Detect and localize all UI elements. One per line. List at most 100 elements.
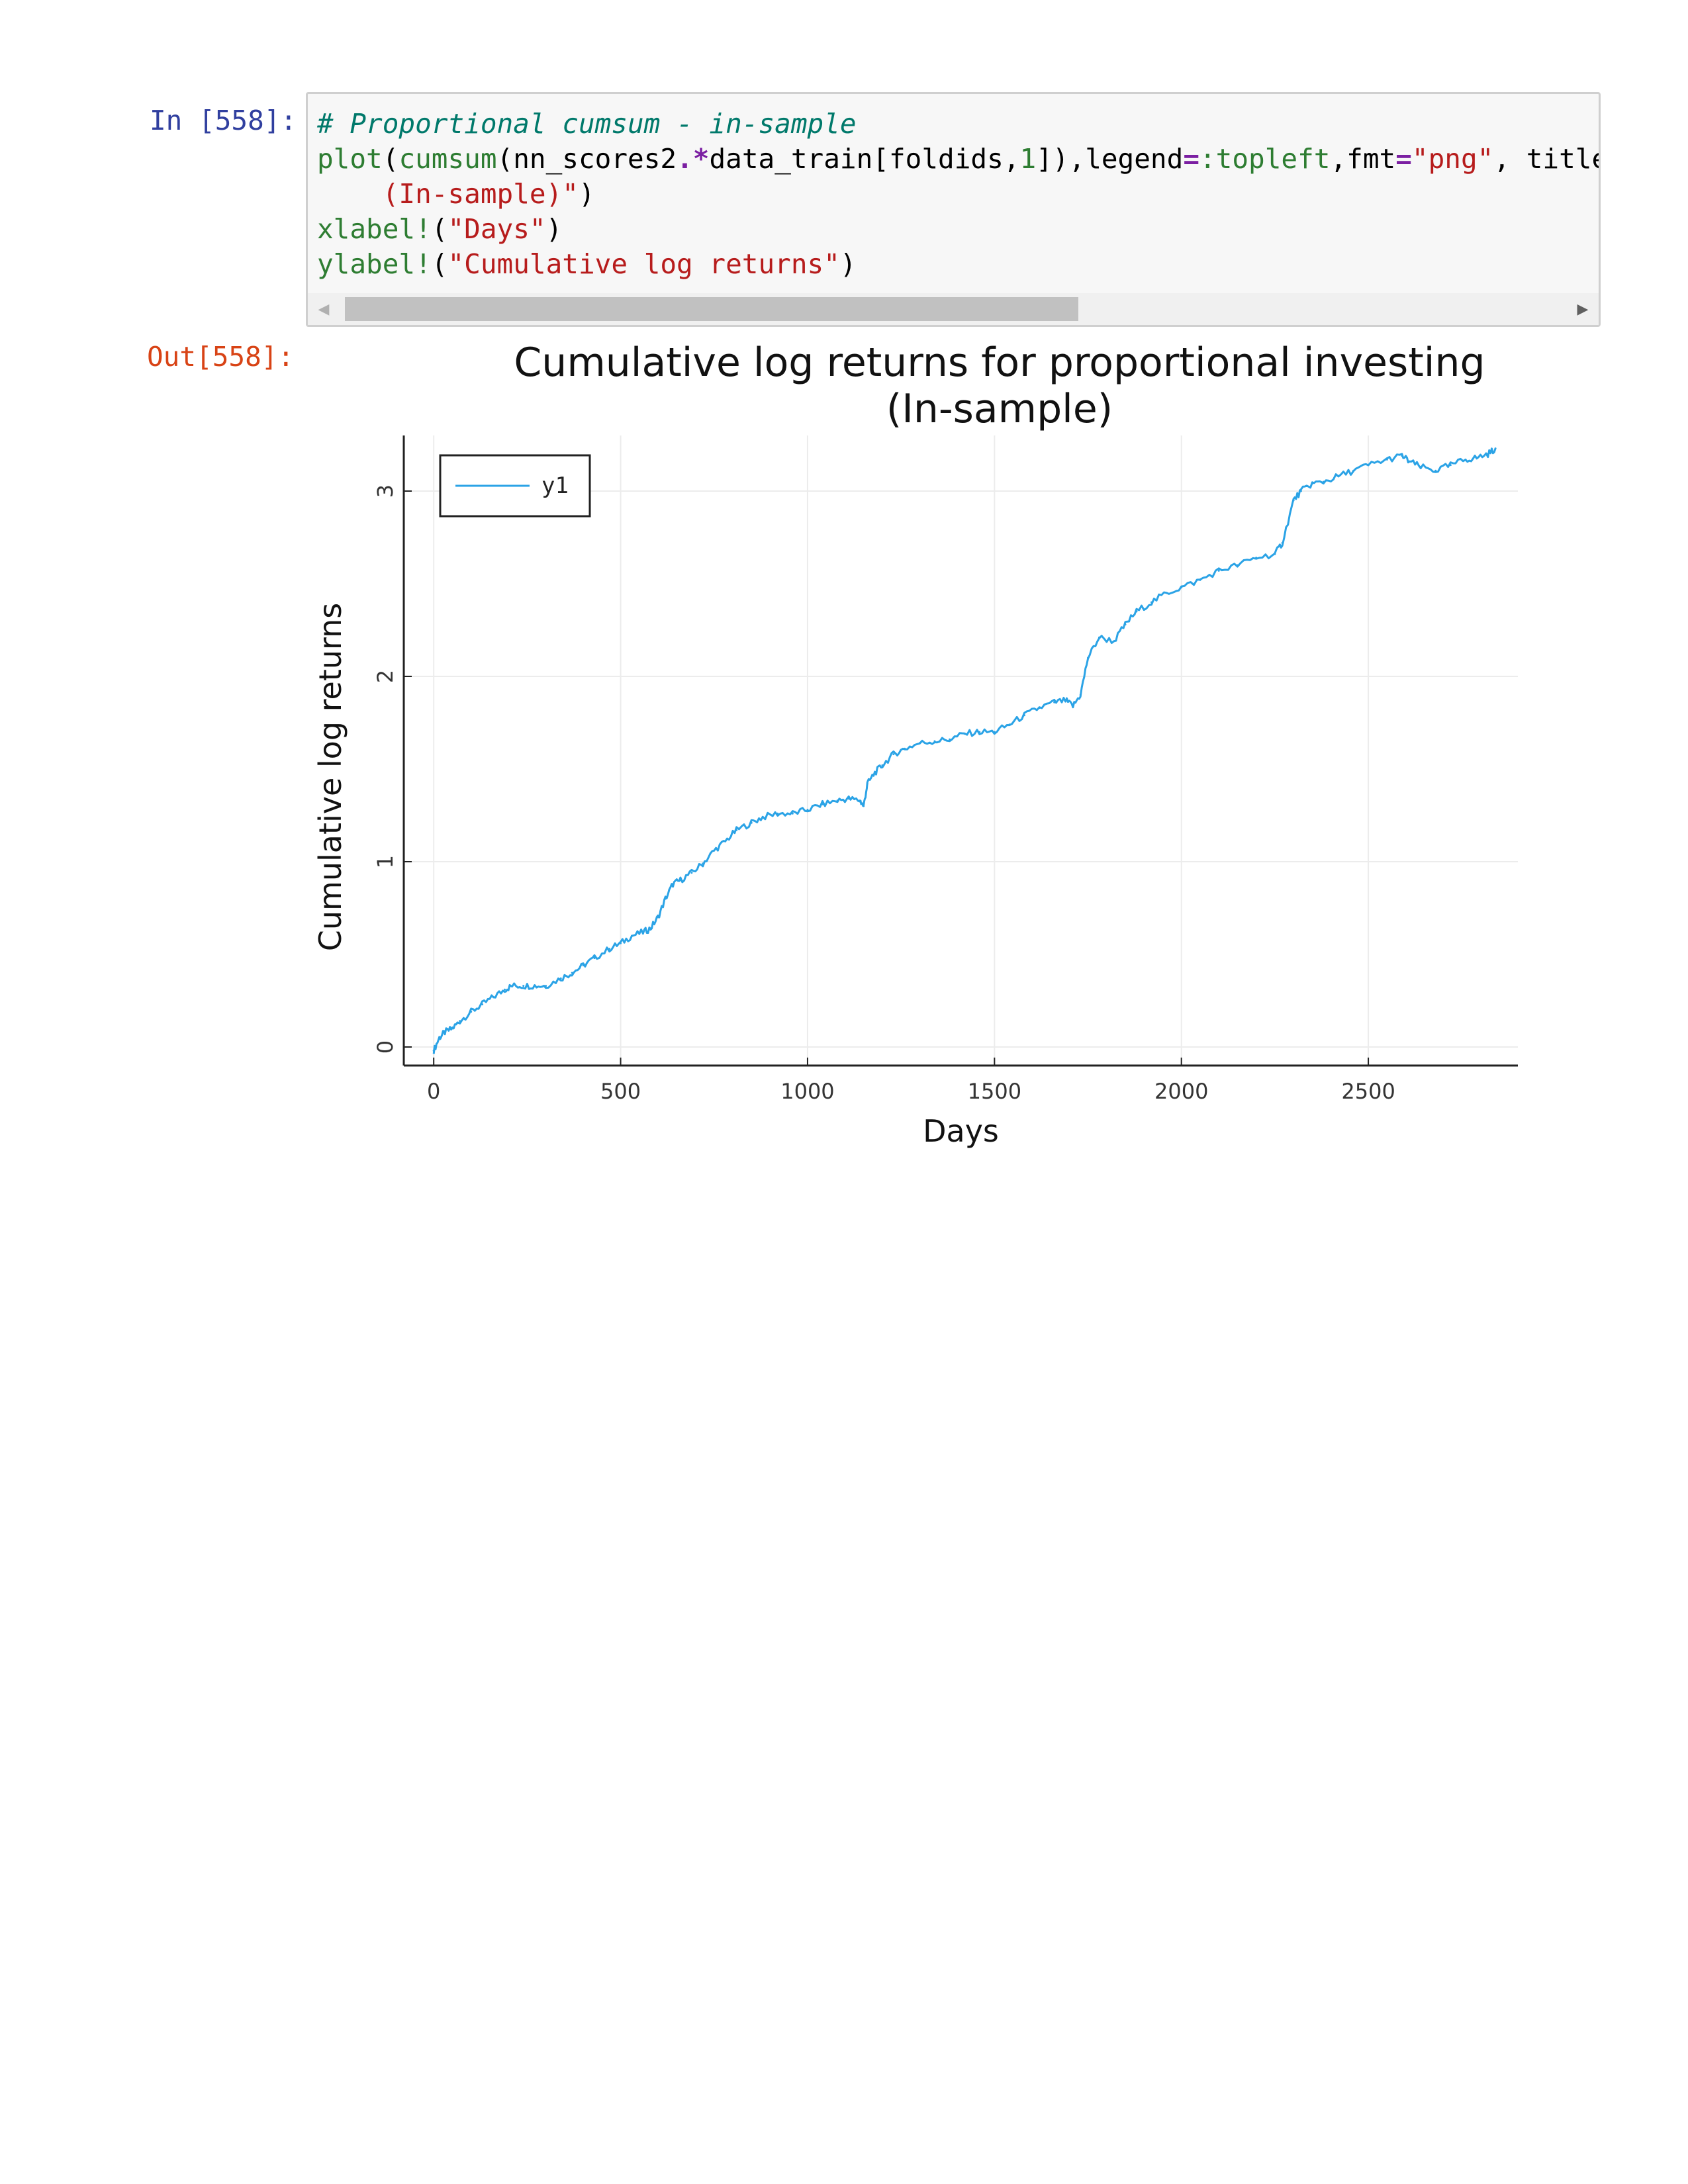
cumulative-returns-chart: Cumulative log returns for proportional … <box>312 340 1518 1149</box>
series-y1-point <box>631 934 633 937</box>
code-token: ) <box>545 213 563 245</box>
code-cell[interactable]: # Proportional cumsum - in-sample plot(cu… <box>306 92 1601 327</box>
series-y1-point <box>1124 623 1127 626</box>
series-y1-point <box>933 740 936 743</box>
code-editor[interactable]: # Proportional cumsum - in-sample plot(cu… <box>317 107 1599 282</box>
code-token: .* <box>677 143 710 175</box>
code-line: (In-sample)") <box>317 177 1599 212</box>
code-token: ( <box>431 213 448 245</box>
series-y1-point <box>1217 569 1220 572</box>
series-y1-point <box>503 988 506 991</box>
x-tick-label: 2500 <box>1341 1079 1395 1104</box>
series-y1-point <box>724 840 727 842</box>
scroll-left-icon[interactable]: ◀ <box>318 300 330 318</box>
series-y1-point <box>511 985 514 987</box>
series-y1-point <box>1255 557 1258 559</box>
code-token: # Proportional cumsum - in-sample <box>317 108 857 140</box>
code-token: 1 <box>1019 143 1037 175</box>
series-y1-point <box>1113 640 1115 643</box>
code-token: :topleft <box>1199 143 1331 175</box>
series-y1-point <box>1038 707 1041 709</box>
series-y1-point <box>806 809 809 811</box>
series-y1-point <box>459 1020 461 1023</box>
x-axis-label: Days <box>923 1113 999 1149</box>
x-tick-label: 1000 <box>780 1079 834 1104</box>
series-y1-point <box>1464 458 1467 461</box>
series-y1-point <box>863 805 865 807</box>
series-y1-point <box>776 812 779 815</box>
scrollbar-thumb[interactable] <box>345 297 1078 321</box>
code-token: plot <box>317 143 383 175</box>
series-y1-point <box>432 1050 435 1052</box>
series-y1-point <box>438 1036 441 1039</box>
code-token: (In-sample)" <box>317 178 579 210</box>
series-y1-point <box>620 942 622 944</box>
y-tick-label: 1 <box>373 855 398 868</box>
series-y1-point <box>444 1031 446 1034</box>
y-axis-label: Cumulative log returns <box>312 603 348 952</box>
series-y1-point <box>1079 694 1082 696</box>
series-y1-point <box>1274 553 1276 555</box>
output-prompt: Out[558]: <box>147 341 295 373</box>
horizontal-scrollbar[interactable]: ◀ ▶ <box>308 293 1599 325</box>
x-tick-label: 500 <box>600 1079 641 1104</box>
series-y1-point <box>1150 601 1153 604</box>
series-y1-point <box>1322 480 1325 483</box>
series-y1-point <box>1281 541 1284 544</box>
code-token: ) <box>839 248 857 280</box>
y-tick-label: 3 <box>373 484 398 498</box>
series-y1-point <box>690 872 693 874</box>
code-line: plot(cumsum(nn_scores2.*data_train[foldi… <box>317 142 1599 177</box>
series-y1-point <box>761 816 764 819</box>
code-token: "png" <box>1411 143 1494 175</box>
series-y1-point <box>1487 453 1489 455</box>
series-y1-point <box>1476 457 1478 459</box>
series-y1-point <box>1367 464 1370 467</box>
series-y1-point <box>672 883 675 886</box>
series-y1-point <box>1064 699 1067 702</box>
code-token: ,fmt <box>1330 143 1396 175</box>
series-y1-point <box>571 972 573 974</box>
series-y1-point <box>534 985 536 987</box>
series-y1-point <box>1180 586 1183 589</box>
series-y1-point <box>481 1003 484 1006</box>
series-y1-point <box>1494 447 1497 450</box>
series-y1-point <box>664 897 667 900</box>
series-y1-point <box>1385 458 1388 461</box>
scroll-right-icon[interactable]: ▶ <box>1577 300 1589 318</box>
series-y1-point <box>1087 657 1090 659</box>
code-token: "Cumulative log returns" <box>447 248 840 280</box>
series-y1-point <box>1023 714 1026 717</box>
series-y1-point <box>874 772 876 774</box>
series-y1-point <box>702 862 704 865</box>
x-tick-label: 0 <box>427 1079 440 1104</box>
code-line: ylabel!("Cumulative log returns") <box>317 247 1599 282</box>
series-y1-point <box>918 742 921 745</box>
series-y1-point <box>1199 578 1201 581</box>
series-y1-point <box>657 916 659 919</box>
series-y1-point <box>892 753 895 756</box>
code-token: ( <box>431 248 448 280</box>
code-token: ( <box>382 143 399 175</box>
series-y1-point <box>1008 723 1011 726</box>
x-tick-label: 2000 <box>1154 1079 1208 1104</box>
series-y1-point <box>713 849 716 852</box>
series-y1-point <box>847 797 850 800</box>
series-y1-point <box>750 821 753 824</box>
series-y1-point <box>582 964 585 967</box>
chart-subtitle: (In-sample) <box>886 386 1113 432</box>
code-token: cumsum <box>399 143 497 175</box>
series-y1-point <box>492 995 495 998</box>
series-y1-point <box>1434 469 1437 472</box>
code-token: = <box>1395 143 1412 175</box>
chart-title: Cumulative log returns for proportional … <box>514 340 1485 386</box>
series-y1-point <box>641 931 644 933</box>
series-y1-point <box>949 738 951 741</box>
series-y1-point <box>1419 466 1422 469</box>
series-y1-point <box>881 764 884 766</box>
series-y1-point <box>593 957 596 960</box>
series-y1-point <box>1098 636 1100 639</box>
series-y1-line <box>432 447 1497 1054</box>
series-y1-point <box>963 733 966 735</box>
series-y1-point <box>978 731 981 733</box>
